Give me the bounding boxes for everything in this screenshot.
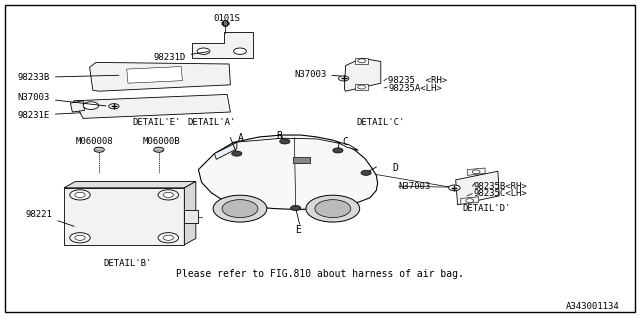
Text: 98231D: 98231D <box>154 52 209 62</box>
Text: A: A <box>237 133 244 143</box>
Text: 98235B<RH>: 98235B<RH> <box>474 182 527 191</box>
Text: N37003: N37003 <box>399 182 431 191</box>
Circle shape <box>232 151 242 156</box>
Polygon shape <box>293 157 310 163</box>
Circle shape <box>339 76 349 81</box>
Polygon shape <box>336 141 358 150</box>
Polygon shape <box>127 67 182 83</box>
Circle shape <box>234 48 246 54</box>
Text: M060008: M060008 <box>76 137 113 146</box>
Text: 98235  <RH>: 98235 <RH> <box>388 76 447 85</box>
Polygon shape <box>456 171 499 205</box>
Circle shape <box>291 205 301 211</box>
Text: DETAIL'B': DETAIL'B' <box>104 259 152 268</box>
Polygon shape <box>461 197 479 204</box>
Text: 98235C<LH>: 98235C<LH> <box>474 189 527 198</box>
Polygon shape <box>184 181 196 245</box>
Circle shape <box>361 170 371 175</box>
Polygon shape <box>467 168 485 175</box>
Circle shape <box>83 102 99 109</box>
Text: A343001134: A343001134 <box>566 302 620 311</box>
Circle shape <box>213 195 267 222</box>
Polygon shape <box>198 135 378 209</box>
Polygon shape <box>64 181 196 188</box>
Text: M06000B: M06000B <box>143 137 180 146</box>
Circle shape <box>358 85 365 89</box>
Circle shape <box>315 200 351 218</box>
Circle shape <box>158 190 179 200</box>
Text: 98235A<LH>: 98235A<LH> <box>388 84 442 92</box>
Text: DETAIL'C': DETAIL'C' <box>356 118 405 127</box>
Circle shape <box>472 170 480 174</box>
Circle shape <box>222 200 258 218</box>
Circle shape <box>94 147 104 152</box>
Text: C: C <box>342 137 349 147</box>
Circle shape <box>358 59 365 63</box>
Polygon shape <box>355 84 368 90</box>
Circle shape <box>109 104 119 109</box>
Polygon shape <box>90 62 230 91</box>
Polygon shape <box>192 32 253 58</box>
Text: D: D <box>392 163 399 173</box>
Text: 98231E: 98231E <box>18 111 81 120</box>
Polygon shape <box>355 58 368 64</box>
Circle shape <box>197 48 210 54</box>
Polygon shape <box>214 142 237 159</box>
Circle shape <box>280 139 290 144</box>
Polygon shape <box>74 94 230 118</box>
Polygon shape <box>64 188 184 245</box>
Circle shape <box>466 199 474 203</box>
Text: DETAIL'D': DETAIL'D' <box>462 204 511 213</box>
Circle shape <box>333 148 343 153</box>
Text: N37003: N37003 <box>18 93 106 106</box>
Text: 98221: 98221 <box>26 210 74 226</box>
Circle shape <box>306 195 360 222</box>
Circle shape <box>449 185 460 191</box>
Text: 98233B: 98233B <box>18 73 119 82</box>
Polygon shape <box>70 101 84 112</box>
Text: DETAIL'A': DETAIL'A' <box>187 118 236 127</box>
Circle shape <box>163 192 173 197</box>
Text: Please refer to FIG.810 about harness of air bag.: Please refer to FIG.810 about harness of… <box>176 268 464 279</box>
Circle shape <box>70 233 90 243</box>
Circle shape <box>75 235 85 240</box>
Text: E: E <box>295 225 301 236</box>
Circle shape <box>70 190 90 200</box>
Circle shape <box>75 192 85 197</box>
Polygon shape <box>184 210 198 223</box>
Circle shape <box>163 235 173 240</box>
Circle shape <box>154 147 164 152</box>
Text: DETAIL'E': DETAIL'E' <box>132 118 181 127</box>
Polygon shape <box>344 58 381 91</box>
Text: N37003: N37003 <box>294 70 341 79</box>
Text: 0101S: 0101S <box>214 14 241 23</box>
Text: B: B <box>276 131 282 141</box>
Circle shape <box>158 233 179 243</box>
